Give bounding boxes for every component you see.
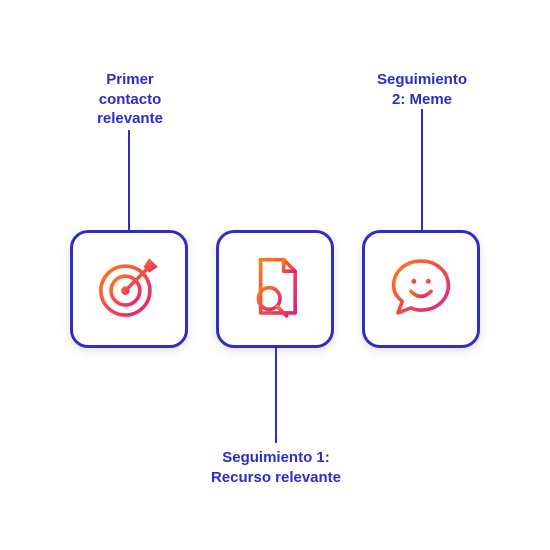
card-3: [362, 230, 480, 348]
label-2-line: Seguimiento 1:: [206, 448, 346, 468]
label-3-line: 2: Meme: [352, 90, 492, 110]
conn-3: [421, 109, 423, 230]
conn-2: [275, 348, 277, 443]
label-3-line: Seguimiento: [352, 70, 492, 90]
card-2: [216, 230, 334, 348]
label-3: Seguimiento2: Meme: [352, 70, 492, 109]
label-1-line: relevante: [60, 109, 200, 129]
label-1: Primercontactorelevante: [60, 70, 200, 129]
label-2: Seguimiento 1:Recurso relevante: [206, 448, 346, 487]
label-2-line: Recurso relevante: [206, 468, 346, 488]
label-1-line: Primer: [60, 70, 200, 90]
conn-1: [128, 130, 130, 230]
card-1: [70, 230, 188, 348]
label-1-line: contacto: [60, 90, 200, 110]
